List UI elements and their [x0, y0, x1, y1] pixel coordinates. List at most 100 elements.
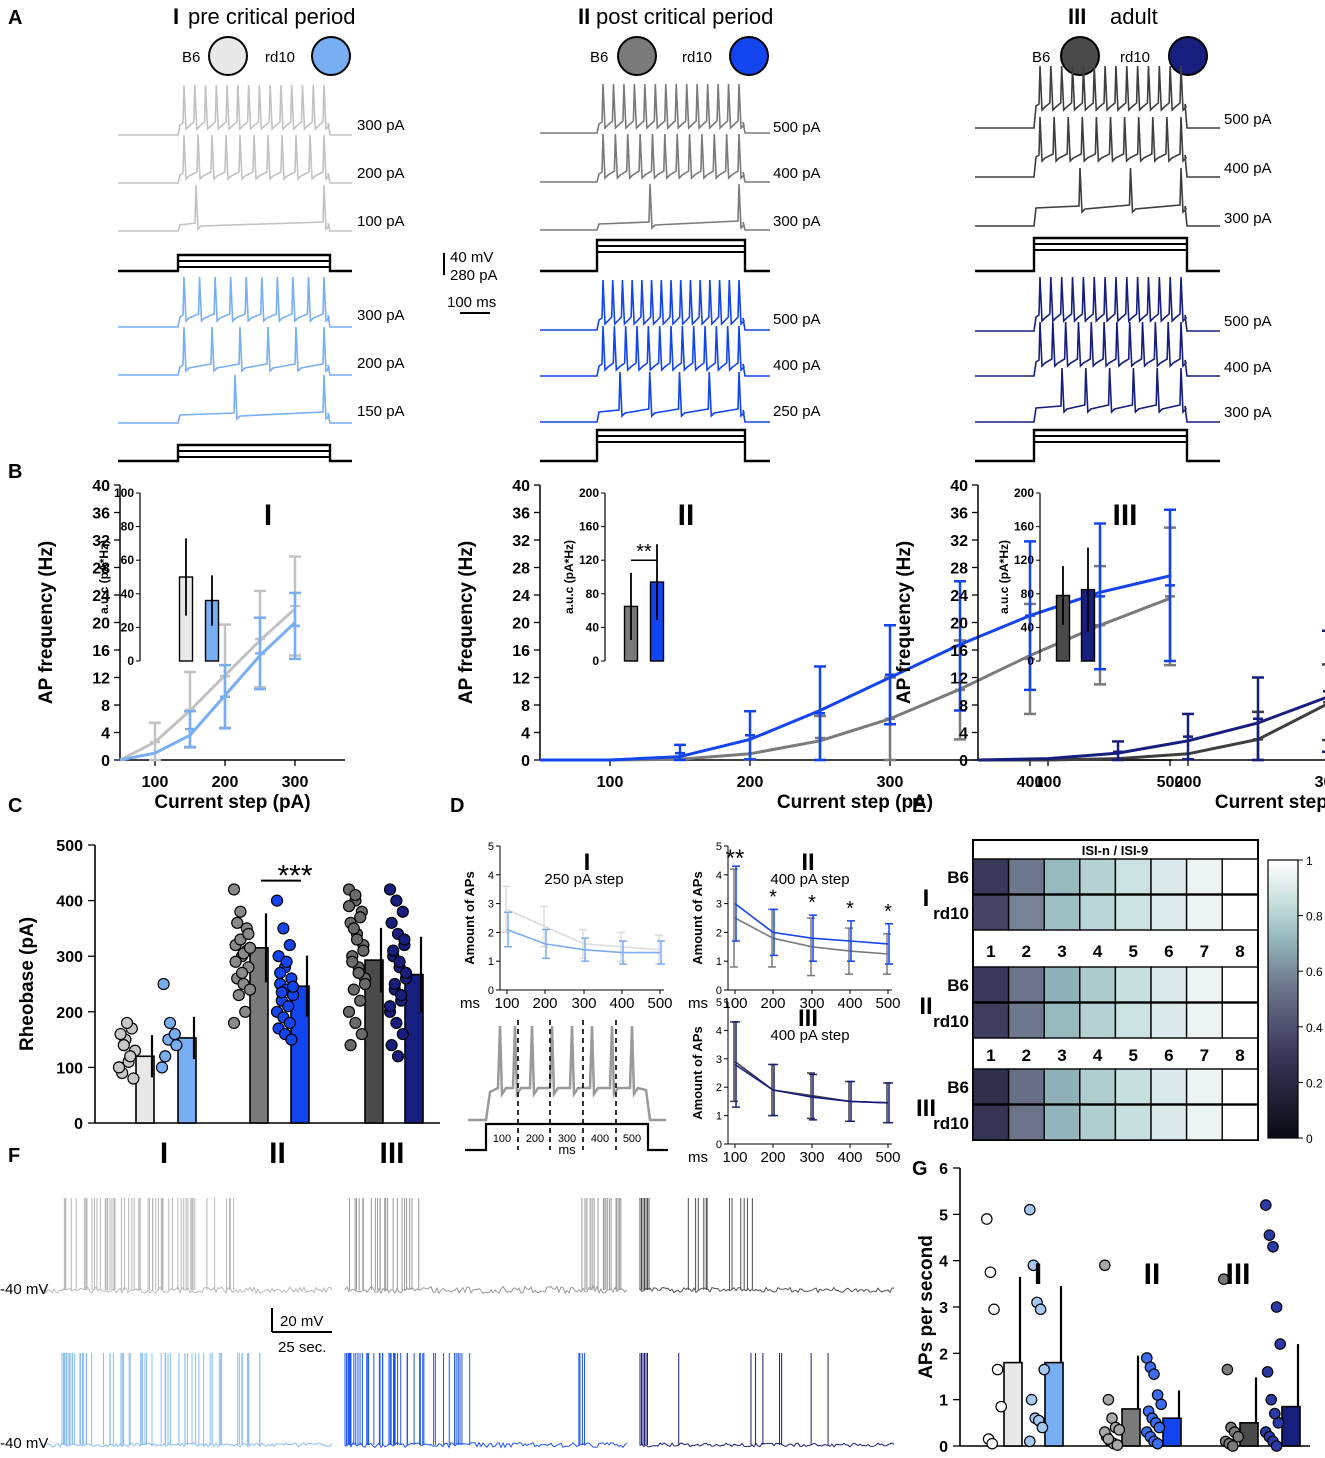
y-tick-label: 40: [512, 478, 530, 495]
membrane-trace: [540, 133, 770, 183]
heatmap-row: B6: [947, 858, 1259, 895]
inset-y-label: a.u.c (pA*Hz): [97, 540, 111, 614]
chart-title: I: [584, 849, 591, 876]
y-tick-label: 2: [488, 927, 494, 939]
bin-unit: ms: [558, 1142, 576, 1157]
y-tick-label: 32: [92, 533, 110, 550]
legend-dot-rd10-adult: [1168, 36, 1208, 76]
heatmap-cell: [972, 894, 1010, 931]
y-axis-label: AP frequency (Hz): [36, 541, 57, 704]
data-point: [117, 1039, 130, 1052]
x-tick-label: 300: [877, 774, 904, 791]
heatmap-cell: [1079, 1002, 1117, 1039]
heatmap-cell: [1079, 1068, 1117, 1105]
data-point: [398, 933, 411, 946]
data-point: [1111, 1439, 1124, 1451]
x-tick-label: 300: [799, 1149, 824, 1166]
stimulus-protocol: [975, 428, 1220, 463]
row-label: rd10: [933, 1114, 969, 1133]
membrane-trace: [540, 183, 770, 231]
data-point: [227, 883, 241, 896]
y-tick-label: 4: [521, 726, 530, 743]
sig-label: *: [808, 892, 816, 914]
bin-label: 500: [623, 1133, 641, 1145]
y-tick-label: 36: [950, 506, 968, 523]
legend-dot-rd10-pre: [311, 36, 351, 76]
group-iii: III: [342, 883, 424, 1170]
heatmap-row: rd10: [933, 1002, 1259, 1039]
step-label: 250 pA: [773, 403, 821, 420]
chart-d-i: 0 1 2 3 4 5 100 200 300 400 500 ms Amount of APs I250…: [460, 841, 673, 1012]
membrane-trace: [975, 367, 1220, 423]
heatmap-cell: [1007, 966, 1045, 1003]
x-tick-label: 400: [837, 1149, 862, 1166]
heatmap-cell: [1221, 858, 1259, 895]
panel-a-header-3: III adult B6 rd10: [1032, 4, 1208, 76]
bar-rd10: [1044, 1361, 1064, 1447]
chart-title: III: [798, 1005, 818, 1032]
group-label: I: [923, 885, 930, 912]
inset-tick-label: 0: [127, 654, 134, 668]
data-point: [1260, 1199, 1272, 1211]
data-point: [270, 894, 284, 907]
baseline-label-bottom: -40 mV: [0, 1435, 48, 1452]
x-tick-label: 300: [282, 774, 309, 791]
data-point: [1270, 1301, 1283, 1313]
x-tick-label: 100: [597, 774, 624, 791]
y-tick-label: 0: [939, 1439, 948, 1456]
data-point: [1265, 1393, 1277, 1406]
heatmap-cell: [1114, 858, 1152, 895]
data-point: [243, 983, 257, 996]
stimulus-protocol: [118, 253, 352, 273]
panel-f-scalebar: 20 mV 25 sec.: [271, 1308, 332, 1356]
heatmap-cell: [1007, 1068, 1045, 1105]
data-point: [1221, 1363, 1234, 1376]
y-tick-label: 20: [950, 616, 968, 633]
heatmap-cell: [1150, 894, 1188, 931]
data-point: [1102, 1433, 1115, 1445]
group-ii: II: [227, 883, 310, 1170]
y-tick-label: 40: [92, 478, 110, 495]
y-tick-label: 24: [92, 588, 110, 605]
panel-f-recordings: [39, 1198, 895, 1449]
data-point: [159, 1050, 172, 1063]
inset-y-label: a.u.c (pA*Hz): [562, 540, 576, 614]
y-tick-label: 1: [716, 1111, 722, 1123]
data-point: [388, 977, 401, 991]
stimulus-line: [118, 253, 352, 273]
data-point: [1024, 1435, 1036, 1448]
stimulus-line: [975, 428, 1220, 463]
x-tick-label: 400: [609, 995, 634, 1012]
series-line-b6: [978, 703, 1325, 762]
data-point: [349, 1016, 362, 1030]
data-point: [984, 1266, 997, 1279]
legend-rd10: rd10: [682, 49, 712, 66]
inset-auc: 0 20 40 60 80 100 a.u.c (pA*Hz): [97, 486, 220, 668]
data-point: [1227, 1440, 1239, 1452]
y-tick-label: 400: [56, 894, 83, 911]
data-point: [274, 966, 287, 979]
inset-tick-label: 60: [121, 553, 135, 567]
data-point: [1148, 1368, 1160, 1380]
panel-a-header-2: II post critical period B6 rd10: [578, 4, 773, 76]
y-tick-label: 8: [521, 698, 530, 715]
x-axis-label: ms: [460, 995, 480, 1012]
step-label: 100 pA: [357, 213, 405, 230]
y-tick-label: 4: [939, 1254, 948, 1271]
data-point: [342, 1005, 356, 1018]
y-tick-label: 2: [716, 927, 722, 939]
data-point: [1024, 1203, 1036, 1216]
bar-b6: [1003, 1361, 1023, 1447]
data-point: [232, 989, 245, 1002]
group-ii: II: [1099, 1258, 1182, 1451]
sig-label: **: [726, 845, 745, 872]
x-axis-label: Current step (pA): [1215, 792, 1325, 813]
y-tick-label: 12: [512, 671, 530, 688]
membrane-trace: [975, 65, 1220, 129]
y-tick-label: 4: [488, 870, 494, 882]
y-tick-label: 5: [716, 841, 722, 853]
stimulus-protocol: [118, 443, 352, 463]
data-point: [383, 883, 397, 896]
